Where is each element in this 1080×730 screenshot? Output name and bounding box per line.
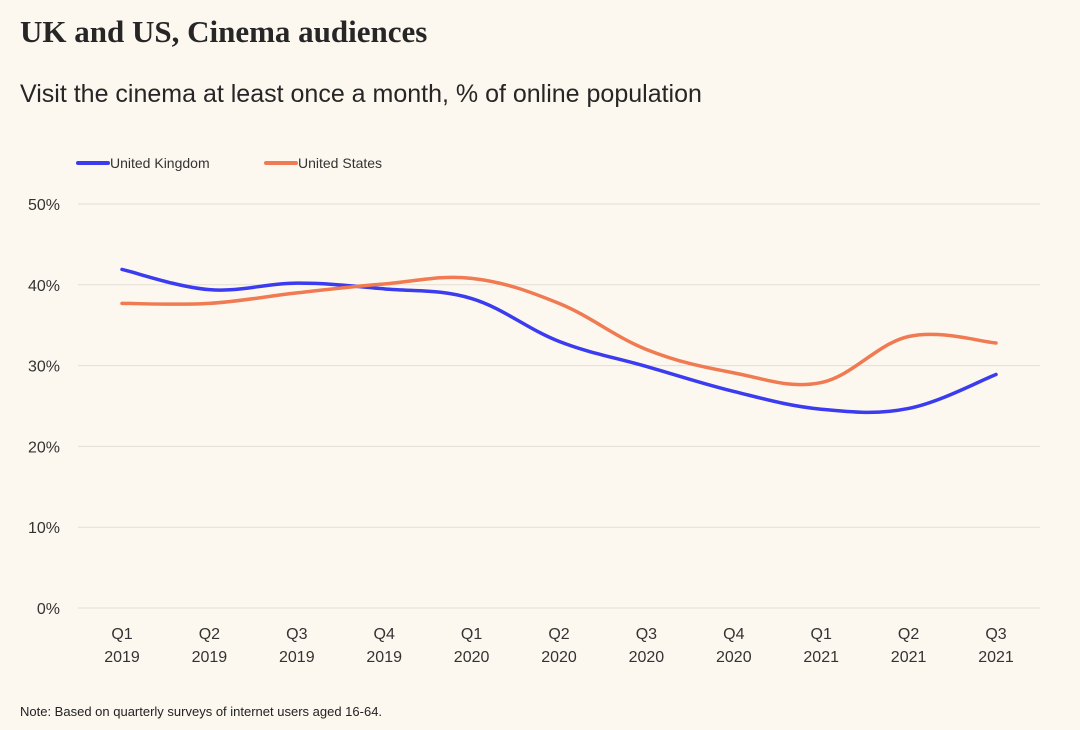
x-tick-label: Q3 xyxy=(286,626,307,643)
x-tick-label: 2019 xyxy=(104,649,140,666)
y-axis: 0% 10% 20% 30% 40% 50% xyxy=(28,197,60,618)
x-tick-label: 2020 xyxy=(541,649,577,666)
y-tick-label: 20% xyxy=(28,439,60,456)
x-tick-label: Q1 xyxy=(111,626,132,643)
x-tick-label: 2019 xyxy=(279,649,315,666)
legend: United Kingdom United States xyxy=(76,155,382,171)
y-tick-label: 50% xyxy=(28,197,60,214)
series-lines xyxy=(120,267,998,415)
y-tick-label: 10% xyxy=(28,520,60,537)
y-tick-label: 0% xyxy=(37,601,60,618)
x-tick-label: Q2 xyxy=(199,626,220,643)
legend-label-united-states: United States xyxy=(298,155,382,171)
x-tick-label: 2019 xyxy=(192,649,228,666)
x-tick-label: 2020 xyxy=(716,649,752,666)
series-line-united-kingdom xyxy=(120,267,998,415)
x-tick-label: 2020 xyxy=(629,649,665,666)
x-tick-label: Q1 xyxy=(461,626,482,643)
x-tick-label: 2021 xyxy=(803,649,839,666)
chart-subtitle: Visit the cinema at least once a month, … xyxy=(20,80,702,108)
x-axis: Q1 2019 Q2 2019 Q3 2019 Q4 2019 Q1 2020 Q2 2020 Q3 20… xyxy=(104,626,1014,666)
gridlines xyxy=(78,203,1040,609)
x-tick-label: Q1 xyxy=(811,626,832,643)
x-tick-label: Q2 xyxy=(898,626,919,643)
x-tick-label: 2021 xyxy=(978,649,1014,666)
x-tick-label: Q2 xyxy=(548,626,569,643)
x-tick-label: Q3 xyxy=(636,626,657,643)
line-chart: 0% 10% 20% 30% 40% 50% Q1 2019 Q2 2019 Q3 2019 Q4 20… xyxy=(28,155,1040,666)
y-tick-label: 40% xyxy=(28,278,60,295)
legend-label-united-kingdom: United Kingdom xyxy=(110,155,210,171)
x-tick-label: Q4 xyxy=(723,626,744,643)
footnote: Note: Based on quarterly surveys of inte… xyxy=(20,704,383,719)
x-tick-label: 2021 xyxy=(891,649,927,666)
y-tick-label: 30% xyxy=(28,359,60,376)
x-tick-label: 2020 xyxy=(454,649,490,666)
x-tick-label: Q3 xyxy=(985,626,1006,643)
series-line-united-states xyxy=(120,275,998,387)
x-tick-label: 2019 xyxy=(366,649,402,666)
x-tick-label: Q4 xyxy=(374,626,395,643)
chart-title: UK and US, Cinema audiences xyxy=(20,14,428,49)
